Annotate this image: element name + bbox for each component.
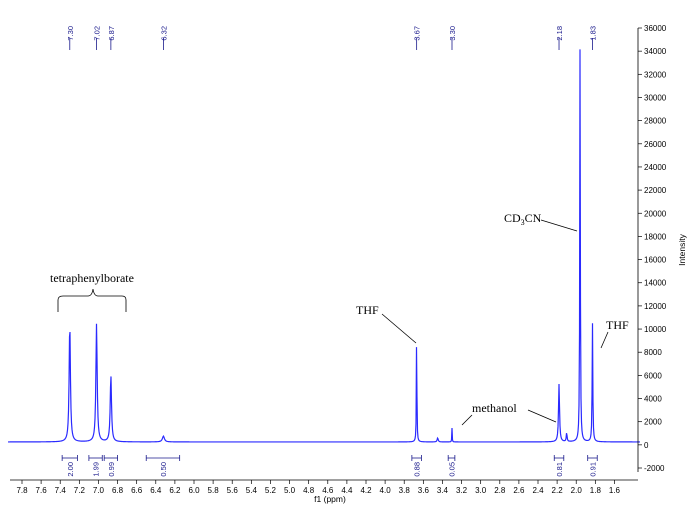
x-tick-label-0: 7.8 [16, 486, 28, 495]
peak-label-5: 3.30 [448, 26, 457, 41]
x-tick-label-31: 1.6 [609, 486, 621, 495]
x-tick-label-27: 2.4 [532, 486, 544, 495]
x-tick-label-11: 5.6 [227, 486, 239, 495]
x-tick-label-30: 1.8 [590, 486, 602, 495]
x-tick-label-16: 4.6 [322, 486, 334, 495]
y-axis: Intensity -2000 0 2000 4000 6000 8000 10000 120… [637, 24, 687, 473]
x-axis: f1 (ppm) 7.8 7.6 7.4 7.2 7.0 6.8 6.6 6.4 6.2 6.0 5… [10, 479, 638, 504]
y-tick-label-5: 8000 [644, 348, 662, 357]
y-tick-label-18: 34000 [644, 47, 667, 56]
integral-label-3: 0.50 [159, 462, 168, 477]
x-tick-label-26: 2.6 [513, 486, 525, 495]
x-tick-label-18: 4.2 [360, 486, 372, 495]
x-tick-label-7: 6.4 [150, 486, 162, 495]
x-tick-label-13: 5.2 [265, 486, 277, 495]
integral-label-0: 2.00 [66, 462, 75, 477]
y-axis-title: Intensity [677, 233, 687, 265]
x-tick-label-5: 6.8 [112, 486, 124, 495]
methanol-label: methanol [472, 401, 517, 415]
x-tick-label-20: 3.8 [399, 486, 411, 495]
methanol-pointer-2 [527, 409, 557, 423]
peak-label-0: 7.30 [66, 26, 75, 41]
methanol-pointer [461, 414, 473, 426]
integrals: 2.00 1.99 0.99 0.50 0.88 0.05 0.81 0.91 [61, 455, 598, 477]
integral-label-6: 0.81 [555, 462, 564, 477]
integral-label-7: 0.91 [588, 462, 597, 477]
y-tick-label-9: 16000 [644, 256, 667, 265]
y-tick-label-3: 4000 [644, 395, 662, 404]
peak-label-1: 7.02 [93, 26, 102, 41]
peak-label-4: 3.67 [413, 26, 422, 41]
tetraphenylborate-label: tetraphenylborate [50, 271, 134, 285]
x-tick-label-2: 7.4 [55, 486, 67, 495]
integral-label-2: 0.99 [107, 462, 116, 477]
thf-right-label: THF [606, 318, 629, 332]
cd3cn-pointer [540, 219, 578, 232]
x-tick-label-3: 7.2 [74, 486, 86, 495]
y-tick-label-19: 36000 [644, 24, 667, 33]
integral-label-5: 0.05 [448, 462, 457, 477]
y-tick-label-4: 6000 [644, 371, 662, 380]
y-tick-label-12: 22000 [644, 186, 667, 195]
x-tick-label-23: 3.2 [456, 486, 468, 495]
x-tick-label-8: 6.2 [169, 486, 181, 495]
y-tick-label-16: 30000 [644, 93, 667, 102]
x-tick-label-24: 3.0 [475, 486, 487, 495]
thf-left-pointer [381, 313, 417, 344]
spectrum-trace [8, 49, 640, 443]
x-tick-label-28: 2.2 [552, 486, 564, 495]
x-tick-label-1: 7.6 [36, 486, 48, 495]
spectrum [8, 49, 640, 443]
x-tick-label-17: 4.4 [341, 486, 353, 495]
x-tick-label-4: 7.0 [93, 486, 105, 495]
x-tick-label-10: 5.8 [208, 486, 220, 495]
integral-label-1: 1.99 [92, 462, 101, 477]
thf-left-label: THF [356, 303, 379, 317]
x-tick-label-25: 2.8 [494, 486, 506, 495]
x-tick-label-15: 4.8 [303, 486, 315, 495]
peak-labels: 7.30 7.02 6.87 6.32 3.67 3.30 2.18 1.83 [66, 26, 597, 50]
x-tick-label-6: 6.6 [131, 486, 143, 495]
y-tick-label-15: 28000 [644, 117, 667, 126]
y-tick-label-17: 32000 [644, 70, 667, 79]
x-tick-label-14: 5.0 [284, 486, 296, 495]
peak-label-6: 2.18 [555, 26, 564, 41]
tetraphenylborate-brace [57, 288, 127, 312]
x-tick-label-9: 6.0 [188, 486, 200, 495]
y-tick-label-6: 10000 [644, 325, 667, 334]
y-tick-label-8: 14000 [644, 279, 667, 288]
x-tick-label-12: 5.4 [246, 486, 258, 495]
annotations: tetraphenylborate THF methanol CD3CN THF [50, 211, 629, 426]
y-tick-label-13: 24000 [644, 163, 667, 172]
y-tick-label-1: 0 [644, 441, 649, 450]
peak-label-7: 1.83 [588, 26, 597, 41]
x-tick-label-19: 4.0 [380, 486, 392, 495]
thf-right-pointer [600, 331, 609, 349]
peak-label-2: 6.87 [107, 26, 116, 41]
cd3cn-label: CD3CN [504, 211, 542, 227]
y-tick-label-11: 20000 [644, 209, 667, 218]
y-tick-label-14: 26000 [644, 140, 667, 149]
x-tick-label-21: 3.6 [418, 486, 430, 495]
integral-label-4: 0.88 [413, 462, 422, 477]
y-tick-label-2: 2000 [644, 418, 662, 427]
y-tick-label-7: 12000 [644, 302, 667, 311]
x-tick-label-22: 3.4 [437, 486, 449, 495]
peak-label-3: 6.32 [159, 26, 168, 41]
y-tick-label-10: 18000 [644, 232, 667, 241]
x-tick-label-29: 2.0 [571, 486, 583, 495]
x-axis-title: f1 (ppm) [314, 494, 346, 504]
y-tick-label-0: -2000 [644, 464, 665, 473]
